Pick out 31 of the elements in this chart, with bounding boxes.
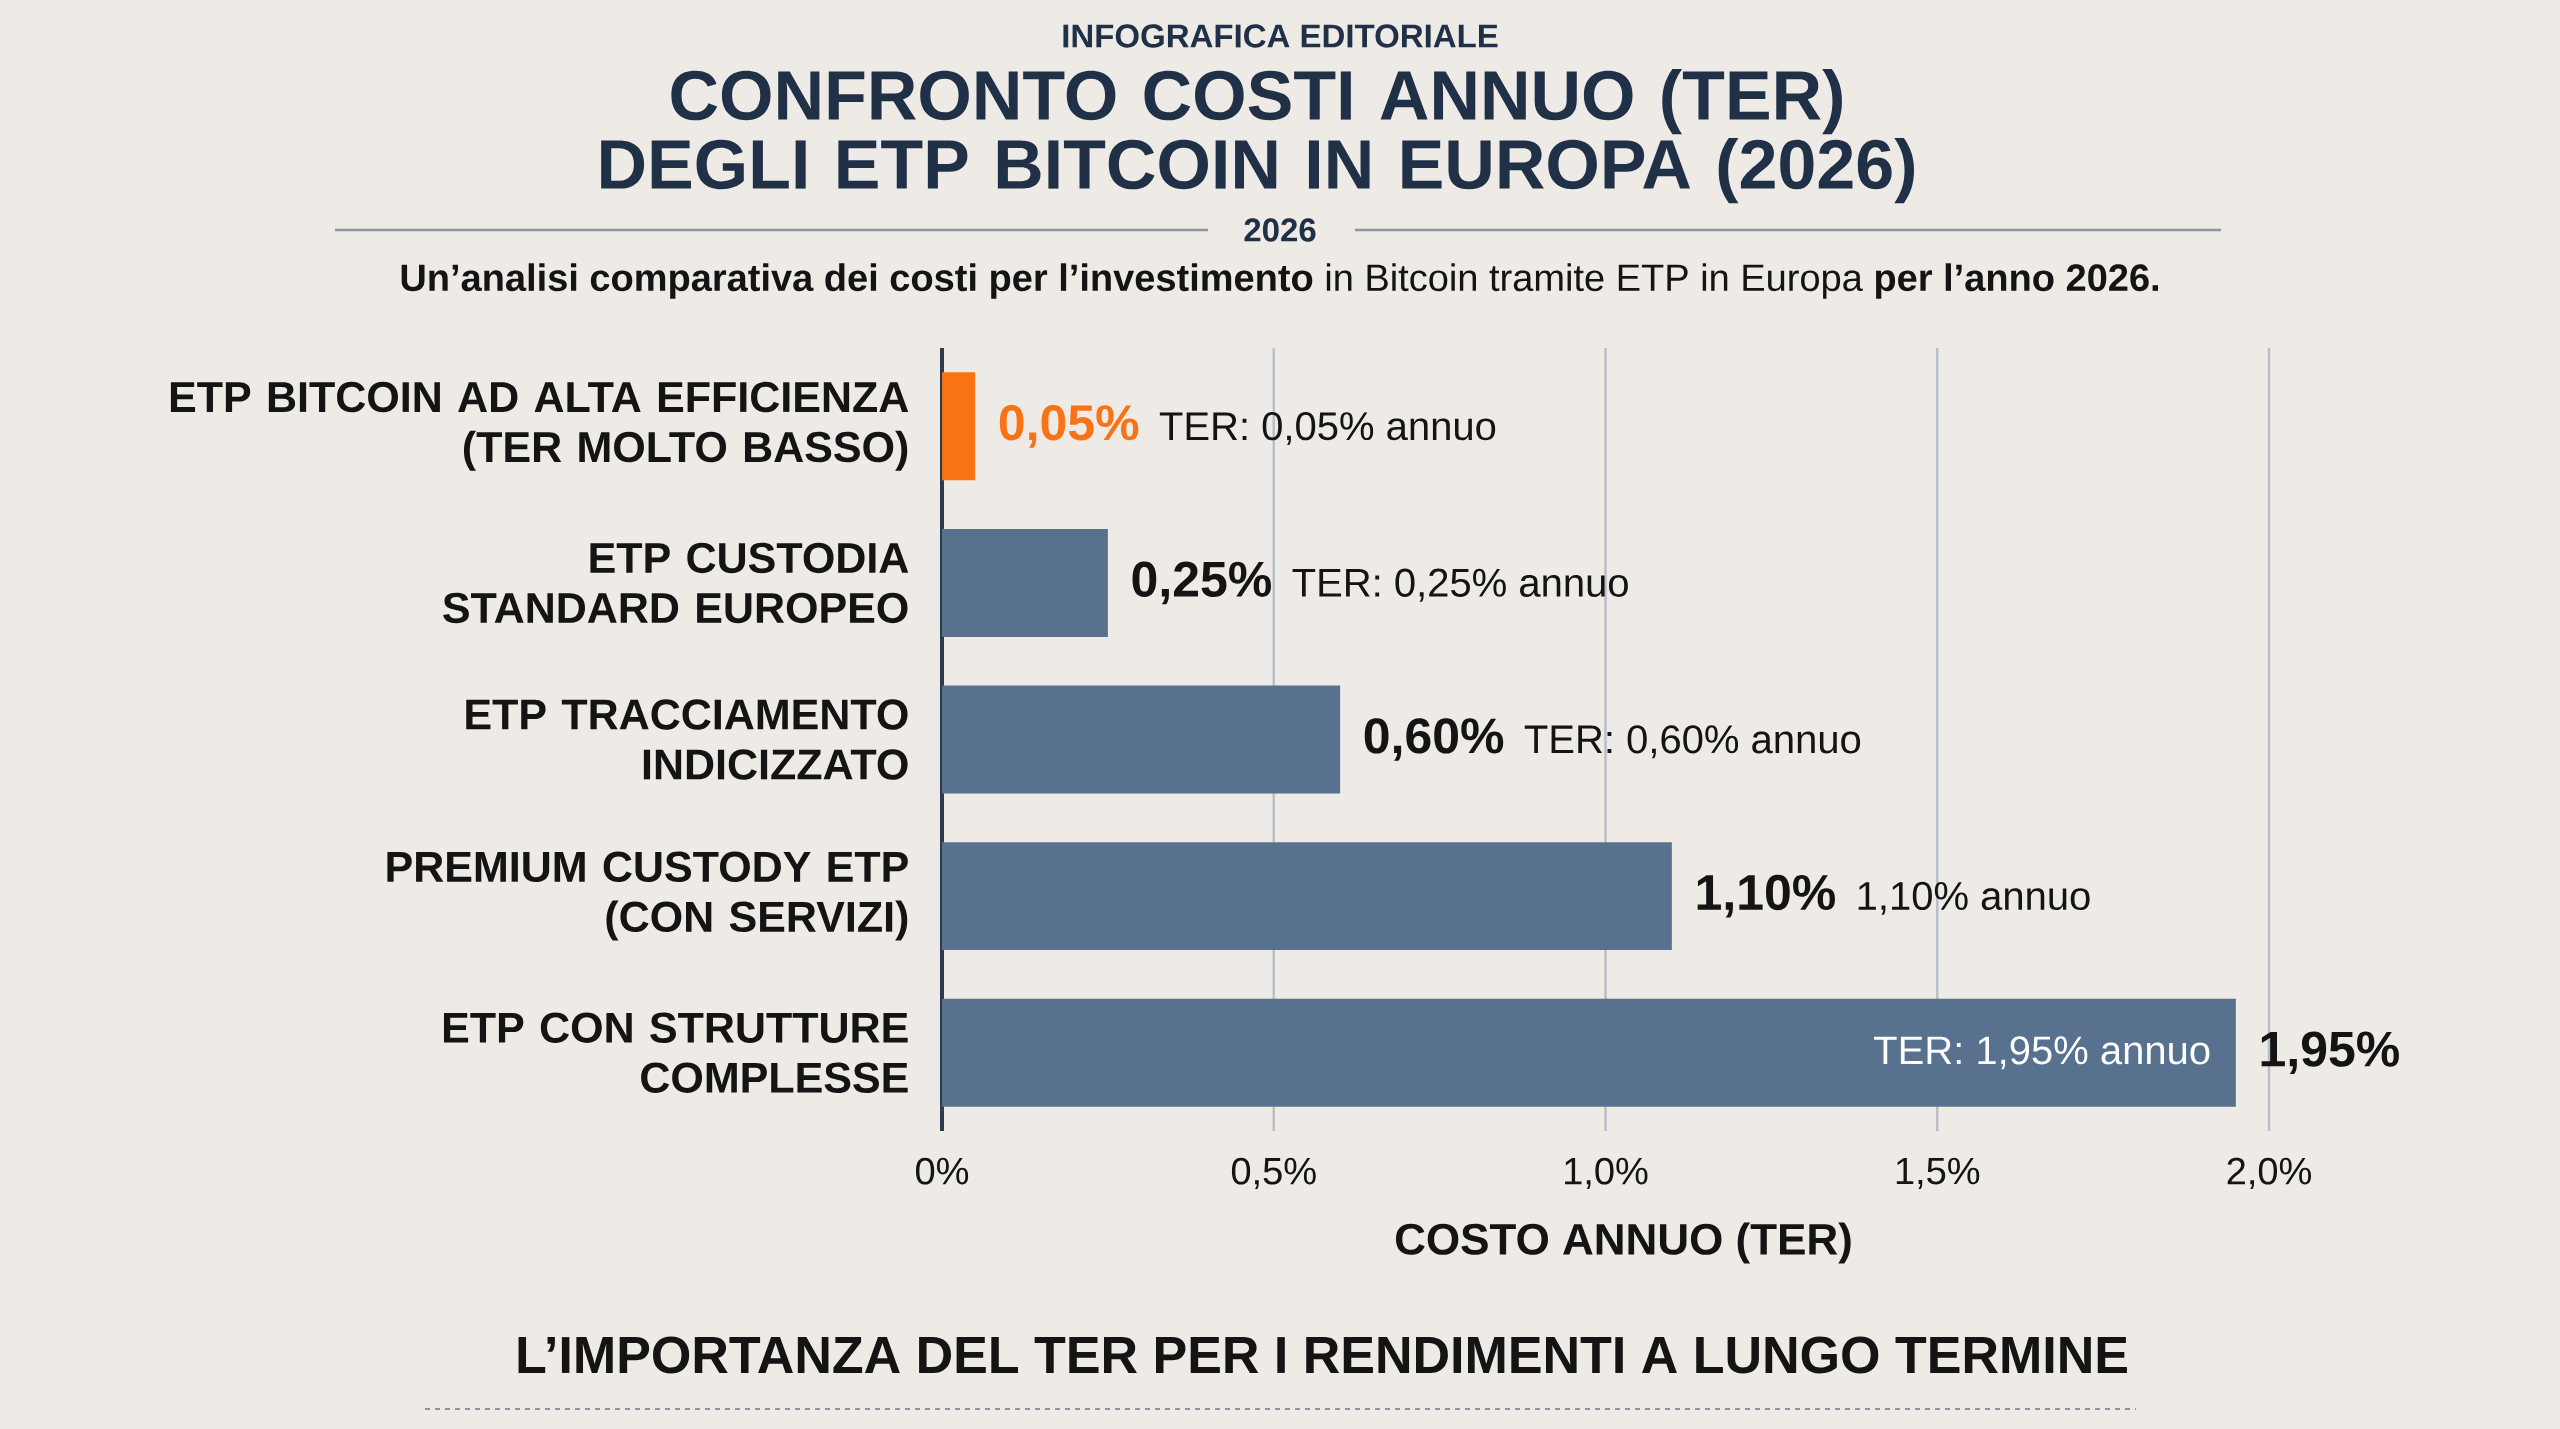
- text: L’IMPORTANZA DEL TER PER I RENDIMENTI A LUNGO TERMINE: [518, 1336, 2127, 1374]
- bar: [942, 998, 2236, 1107]
- y-tick-label: PREMIUM CUSTODY ETP (CON SERVIZI): [387, 851, 908, 941]
- annotation: TER: 0,05% annuo: [1159, 412, 1496, 446]
- x-tick-label: 2,0%: [2227, 1157, 2311, 1190]
- bar: [942, 685, 1341, 794]
- text: INFOGRAFICA EDITORIALE: [1063, 24, 1498, 48]
- annotation: 1,10% annuo: [1858, 881, 2090, 915]
- chart-subtitle: Un’analisi comparativa dei costi per l’investimento in Bitcoin tramite ETP in Europa per l’anno 2026.: [401, 263, 2159, 299]
- y-tick-label: ETP TRACCIAMENTO INDICIZZATO: [466, 699, 908, 780]
- bar: [942, 372, 976, 481]
- x-tick-label: 0,5%: [1231, 1157, 1316, 1190]
- x-tick-label: 1,0%: [1565, 1157, 1648, 1190]
- data-label: 1,10%: [1697, 874, 1835, 918]
- annotation: TER: 0,25% annuo: [1292, 568, 1628, 602]
- data-label: 0,05%: [999, 404, 1139, 448]
- annotation: TER: 0,60% annuo: [1524, 725, 1861, 759]
- bar: [942, 528, 1108, 637]
- text: 2026: [1244, 218, 1316, 242]
- data-label: 1,95%: [2261, 1031, 2399, 1075]
- y-tick-label: ETP CON STRUTTURE COMPLESSE: [443, 1012, 908, 1093]
- data-label: 0,25%: [1132, 561, 1271, 605]
- y-tick-label: ETP CUSTODIA STANDARD EUROPEO: [443, 542, 909, 624]
- y-tick-label: ETP BITCOIN AD ALTA EFFICIENZA (TER MOLTO BASSO): [170, 381, 909, 471]
- x-axis-title: COSTO ANNUO (TER): [1395, 1222, 1851, 1264]
- annotation: TER: 1,95% annuo: [1874, 1036, 2210, 1070]
- bar: [942, 842, 1672, 951]
- x-tick-label: 0%: [916, 1157, 969, 1185]
- chart-title: CONFRONTO COSTI ANNUO (TER) DEGLI ETP BITCOIN IN EUROPA (2026): [601, 68, 1914, 204]
- data-label: 0,60%: [1364, 718, 1504, 761]
- x-tick-label: 1,5%: [1896, 1157, 1980, 1189]
